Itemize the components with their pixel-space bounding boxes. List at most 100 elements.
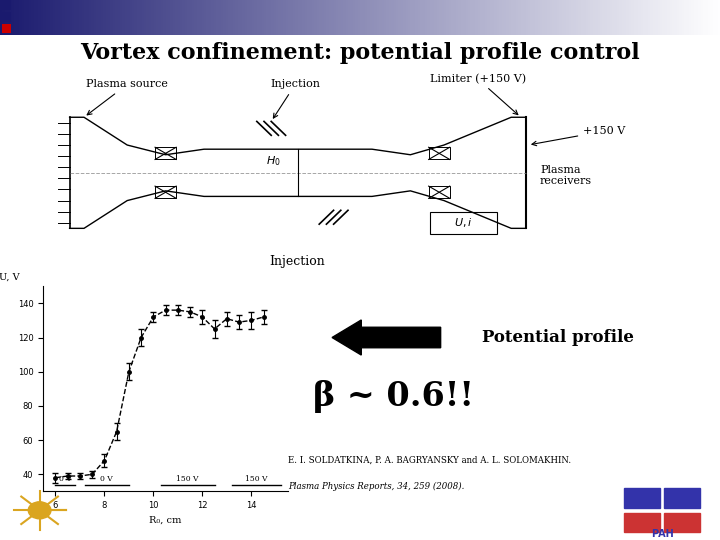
Bar: [430, 212, 497, 234]
Bar: [518, 0, 521, 35]
Bar: [230, 0, 233, 35]
Bar: [192, 0, 194, 35]
Bar: [664, 513, 701, 532]
Bar: [182, 0, 185, 35]
Bar: [142, 0, 144, 35]
Bar: [432, 0, 434, 35]
Bar: [401, 0, 403, 35]
Bar: [675, 0, 677, 35]
Bar: [382, 0, 384, 35]
Bar: [533, 0, 535, 35]
Bar: [158, 0, 161, 35]
Bar: [614, 0, 617, 35]
Bar: [650, 0, 653, 35]
Bar: [439, 0, 441, 35]
Bar: [461, 0, 463, 35]
Bar: [166, 0, 168, 35]
FancyArrow shape: [332, 320, 441, 355]
Bar: [408, 0, 410, 35]
Bar: [686, 0, 689, 35]
Bar: [619, 0, 621, 35]
Bar: [715, 0, 718, 35]
Bar: [77, 0, 79, 35]
Text: β ~ 0.6!!: β ~ 0.6!!: [313, 380, 474, 414]
Bar: [389, 0, 391, 35]
Bar: [487, 0, 490, 35]
Bar: [139, 0, 142, 35]
Bar: [444, 0, 446, 35]
Bar: [459, 0, 461, 35]
Bar: [91, 0, 94, 35]
Bar: [588, 0, 590, 35]
Bar: [552, 0, 554, 35]
Bar: [331, 0, 333, 35]
Bar: [2, 0, 11, 10]
Bar: [207, 0, 209, 35]
Bar: [701, 0, 703, 35]
Bar: [74, 0, 77, 35]
Bar: [240, 0, 243, 35]
Bar: [194, 0, 197, 35]
Bar: [621, 0, 624, 35]
Bar: [492, 0, 495, 35]
Bar: [377, 0, 379, 35]
Bar: [506, 0, 509, 35]
Text: 0 V: 0 V: [59, 475, 71, 483]
Bar: [348, 0, 351, 35]
Bar: [367, 0, 369, 35]
Bar: [233, 0, 235, 35]
Text: Plasma source: Plasma source: [86, 79, 168, 115]
Bar: [214, 0, 216, 35]
Bar: [468, 0, 470, 35]
Text: 150 V: 150 V: [245, 475, 267, 483]
Bar: [338, 0, 341, 35]
Bar: [403, 0, 405, 35]
Bar: [221, 0, 223, 35]
Bar: [300, 0, 302, 35]
Bar: [34, 0, 36, 35]
Bar: [410, 0, 413, 35]
Bar: [516, 0, 518, 35]
Bar: [115, 0, 117, 35]
Bar: [156, 0, 158, 35]
Bar: [624, 513, 660, 532]
Bar: [554, 0, 557, 35]
Bar: [449, 0, 451, 35]
Bar: [329, 0, 331, 35]
Bar: [70, 0, 72, 35]
Bar: [295, 0, 297, 35]
Bar: [225, 0, 228, 35]
Bar: [564, 0, 567, 35]
Bar: [562, 0, 564, 35]
Bar: [235, 0, 238, 35]
Bar: [117, 0, 120, 35]
Bar: [691, 0, 693, 35]
Bar: [451, 0, 454, 35]
Bar: [171, 0, 173, 35]
Bar: [454, 0, 456, 35]
Bar: [708, 0, 711, 35]
Bar: [384, 0, 387, 35]
Bar: [595, 0, 598, 35]
Bar: [374, 0, 377, 35]
Bar: [531, 0, 533, 35]
Bar: [2, 12, 11, 22]
Bar: [646, 0, 648, 35]
Bar: [135, 0, 137, 35]
Bar: [216, 0, 218, 35]
Bar: [65, 0, 67, 35]
Bar: [189, 0, 192, 35]
Bar: [261, 0, 264, 35]
Bar: [9, 0, 12, 35]
Bar: [202, 0, 204, 35]
Bar: [446, 0, 449, 35]
Bar: [12, 0, 14, 35]
Bar: [437, 0, 439, 35]
Bar: [521, 0, 523, 35]
Bar: [542, 0, 545, 35]
Bar: [523, 0, 526, 35]
Bar: [144, 0, 146, 35]
Bar: [664, 488, 701, 508]
Bar: [485, 0, 487, 35]
Bar: [127, 0, 130, 35]
